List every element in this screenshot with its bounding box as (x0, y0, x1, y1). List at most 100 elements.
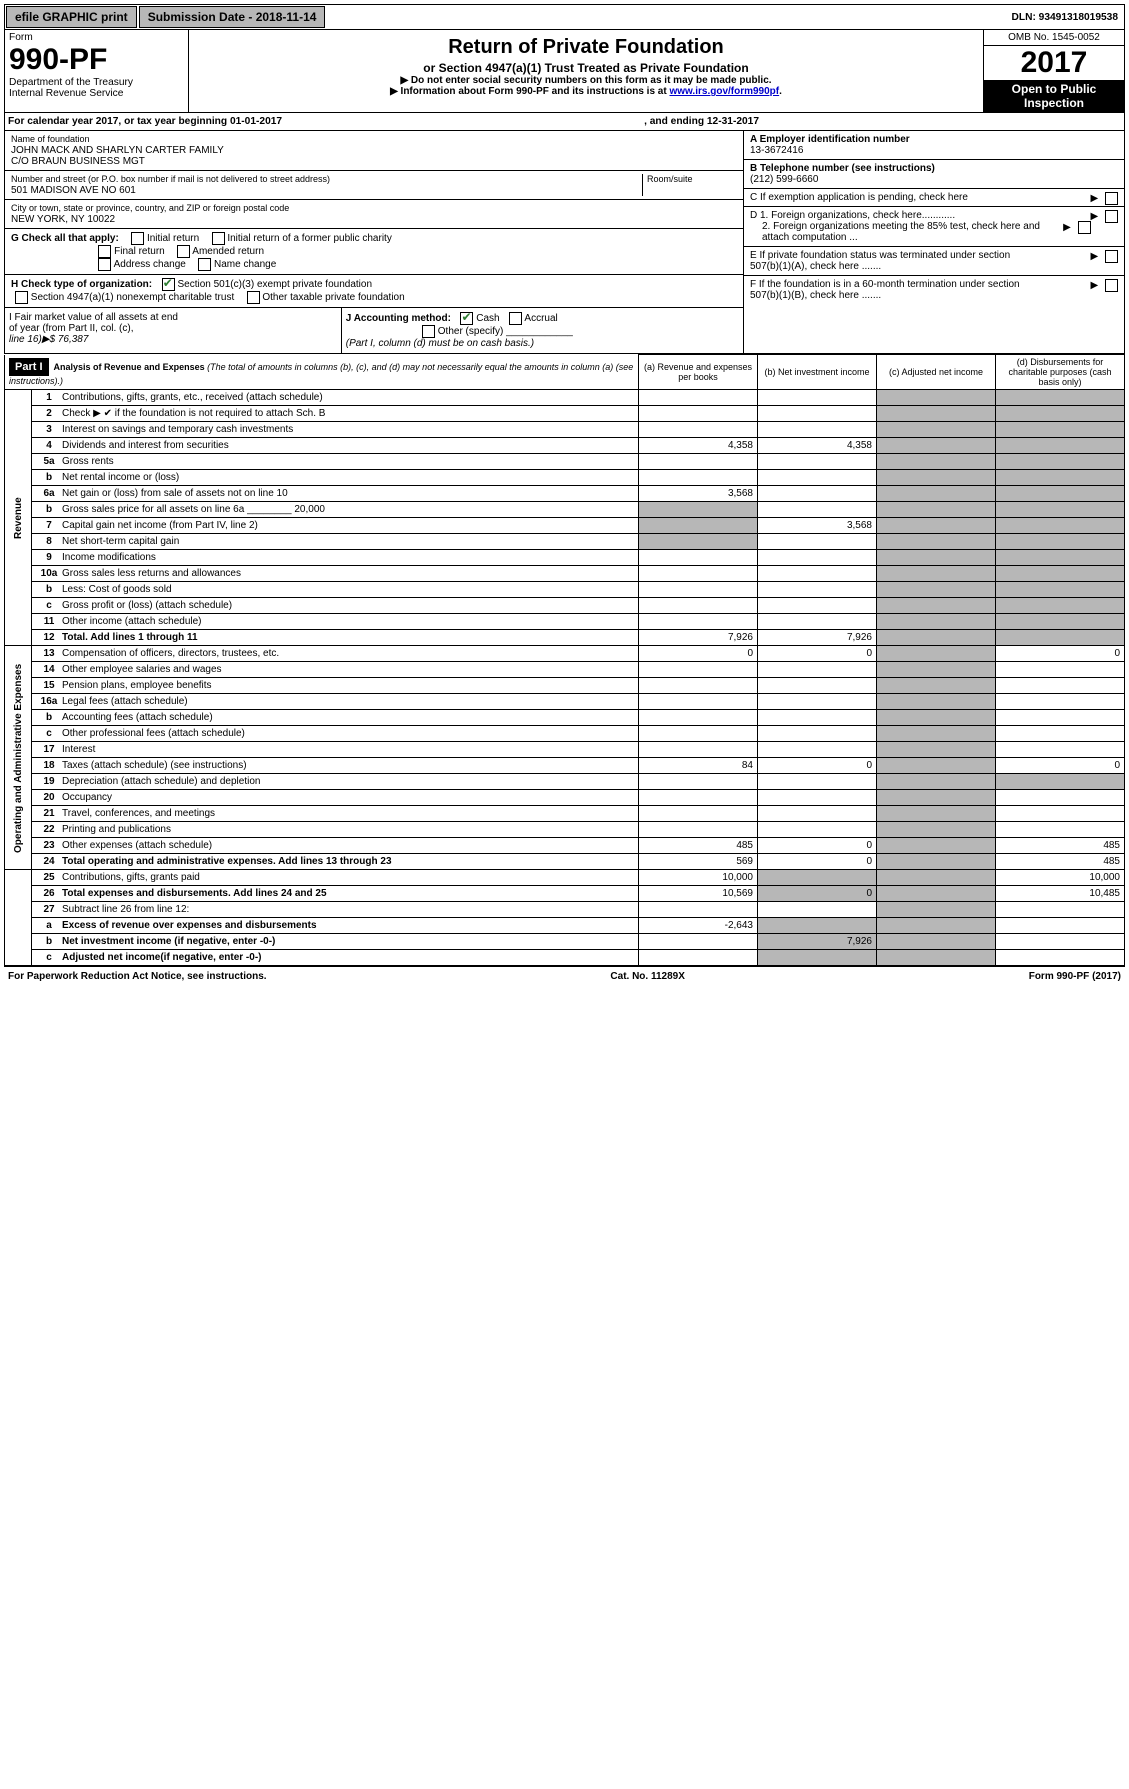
city-value: NEW YORK, NY 10022 (11, 214, 115, 225)
h-row: H Check type of organization: Section 50… (5, 275, 743, 308)
chk-e[interactable] (1105, 250, 1118, 263)
f-label: F If the foundation is in a 60-month ter… (750, 279, 1040, 301)
section-blank (5, 870, 32, 966)
value-cell (758, 582, 877, 598)
value-cell (996, 710, 1125, 726)
name-label: Name of foundation (11, 134, 90, 144)
value-cell (758, 790, 877, 806)
table-row: 11Other income (attach schedule) (5, 614, 1125, 630)
line-desc: bAccounting fees (attach schedule) (32, 710, 639, 726)
opt-cash: Cash (476, 313, 499, 324)
tax-year: 2017 (984, 46, 1124, 80)
line-desc: 17Interest (32, 742, 639, 758)
line-desc: 26Total expenses and disbursements. Add … (32, 886, 639, 902)
footer-left: For Paperwork Reduction Act Notice, see … (8, 971, 267, 982)
ein-label: A Employer identification number (750, 134, 910, 145)
d1-label: D 1. Foreign organizations, check here..… (750, 210, 955, 221)
line-desc: 9Income modifications (32, 550, 639, 566)
chk-initial-return[interactable] (131, 232, 144, 245)
chk-accrual[interactable] (509, 312, 522, 325)
table-row: 17Interest (5, 742, 1125, 758)
chk-amended[interactable] (177, 245, 190, 258)
value-cell (996, 566, 1125, 582)
col-d-head: (d) Disbursements for charitable purpose… (996, 355, 1125, 390)
chk-d1[interactable] (1105, 210, 1118, 223)
value-cell (877, 614, 996, 630)
i-line3: line 16)▶$ 76,387 (9, 334, 88, 345)
table-row: 19Depreciation (attach schedule) and dep… (5, 774, 1125, 790)
value-cell: 485 (996, 838, 1125, 854)
table-row: 21Travel, conferences, and meetings (5, 806, 1125, 822)
line-desc: 12Total. Add lines 1 through 11 (32, 630, 639, 646)
value-cell (996, 934, 1125, 950)
part1-title: Analysis of Revenue and Expenses (54, 362, 205, 372)
chk-c-pending[interactable] (1105, 192, 1118, 205)
chk-f[interactable] (1105, 279, 1118, 292)
line-desc: 24Total operating and administrative exp… (32, 854, 639, 870)
value-cell (758, 902, 877, 918)
value-cell (758, 614, 877, 630)
e-label: E If private foundation status was termi… (750, 250, 1040, 272)
e-cell: E If private foundation status was termi… (744, 247, 1124, 276)
line-desc: 18Taxes (attach schedule) (see instructi… (32, 758, 639, 774)
value-cell (639, 582, 758, 598)
chk-final-return[interactable] (98, 245, 111, 258)
h-label: H Check type of organization: (11, 279, 152, 290)
value-cell (877, 390, 996, 406)
value-cell (877, 582, 996, 598)
value-cell (758, 950, 877, 966)
line-desc: bNet rental income or (loss) (32, 470, 639, 486)
value-cell (758, 390, 877, 406)
table-row: bGross sales price for all assets on lin… (5, 502, 1125, 518)
chk-initial-former[interactable] (212, 232, 225, 245)
value-cell (758, 486, 877, 502)
chk-cash[interactable] (460, 312, 473, 325)
value-cell (758, 662, 877, 678)
value-cell (758, 550, 877, 566)
value-cell (996, 902, 1125, 918)
line-desc: 16aLegal fees (attach schedule) (32, 694, 639, 710)
value-cell (877, 886, 996, 902)
value-cell: 10,569 (639, 886, 758, 902)
value-cell (758, 422, 877, 438)
value-cell (639, 902, 758, 918)
line-desc: 22Printing and publications (32, 822, 639, 838)
d2-label: 2. Foreign organizations meeting the 85%… (750, 221, 1042, 243)
value-cell: 485 (996, 854, 1125, 870)
chk-4947a1[interactable] (15, 291, 28, 304)
value-cell (877, 822, 996, 838)
value-cell (877, 742, 996, 758)
value-cell (639, 534, 758, 550)
value-cell (877, 518, 996, 534)
header-left: Form 990-PF Department of the Treasury I… (5, 30, 189, 112)
value-cell: 0 (996, 758, 1125, 774)
g-check-row: G Check all that apply: Initial return I… (5, 229, 743, 275)
line-desc: bGross sales price for all assets on lin… (32, 502, 639, 518)
chk-address-change[interactable] (98, 258, 111, 271)
value-cell (639, 774, 758, 790)
value-cell (996, 806, 1125, 822)
calendar-year-row: For calendar year 2017, or tax year begi… (4, 113, 1125, 131)
value-cell (639, 822, 758, 838)
chk-other-taxable[interactable] (247, 291, 260, 304)
form-title: Return of Private Foundation (193, 36, 979, 59)
foundation-name2: C/O BRAUN BUSINESS MGT (11, 156, 145, 167)
efile-badge[interactable]: efile GRAPHIC print (6, 6, 137, 28)
chk-name-change[interactable] (198, 258, 211, 271)
chk-d2[interactable] (1078, 221, 1091, 234)
chk-501c3[interactable] (162, 278, 175, 291)
ein-cell: A Employer identification number 13-3672… (744, 131, 1124, 160)
city-label: City or town, state or province, country… (11, 203, 289, 213)
line-desc: bLess: Cost of goods sold (32, 582, 639, 598)
c-label: C If exemption application is pending, c… (750, 192, 968, 203)
value-cell (996, 502, 1125, 518)
table-row: 20Occupancy (5, 790, 1125, 806)
value-cell (877, 902, 996, 918)
value-cell (877, 678, 996, 694)
value-cell (877, 422, 996, 438)
value-cell (877, 758, 996, 774)
instructions-link[interactable]: www.irs.gov/form990pf (669, 86, 779, 97)
chk-other-method[interactable] (422, 325, 435, 338)
value-cell (996, 694, 1125, 710)
note2-pre: ▶ Information about Form 990-PF and its … (390, 86, 669, 97)
